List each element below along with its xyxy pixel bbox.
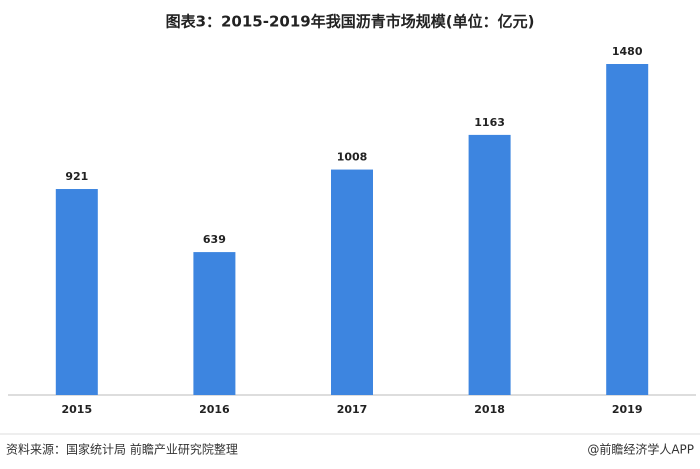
value-label: 1480 xyxy=(612,45,643,58)
credit: @前瞻经济学人APP xyxy=(587,442,694,457)
x-tick-label: 2015 xyxy=(61,403,92,416)
bar xyxy=(331,169,373,395)
x-tick-label: 2017 xyxy=(337,403,368,416)
x-tick-label: 2018 xyxy=(474,403,505,416)
chart-title: 图表3：2015-2019年我国沥青市场规模(单位：亿元) xyxy=(166,13,535,31)
value-label: 1163 xyxy=(474,116,505,129)
bar xyxy=(468,134,511,396)
value-label: 921 xyxy=(65,170,88,183)
value-label: 639 xyxy=(203,233,226,246)
value-label: 1008 xyxy=(337,151,368,164)
bar xyxy=(193,252,236,395)
bar xyxy=(606,64,649,395)
source-note: 资料来源：国家统计局 前瞻产业研究院整理 xyxy=(6,442,238,457)
x-tick-label: 2016 xyxy=(199,403,230,416)
bar xyxy=(55,189,98,395)
x-tick-label: 2019 xyxy=(612,403,643,416)
